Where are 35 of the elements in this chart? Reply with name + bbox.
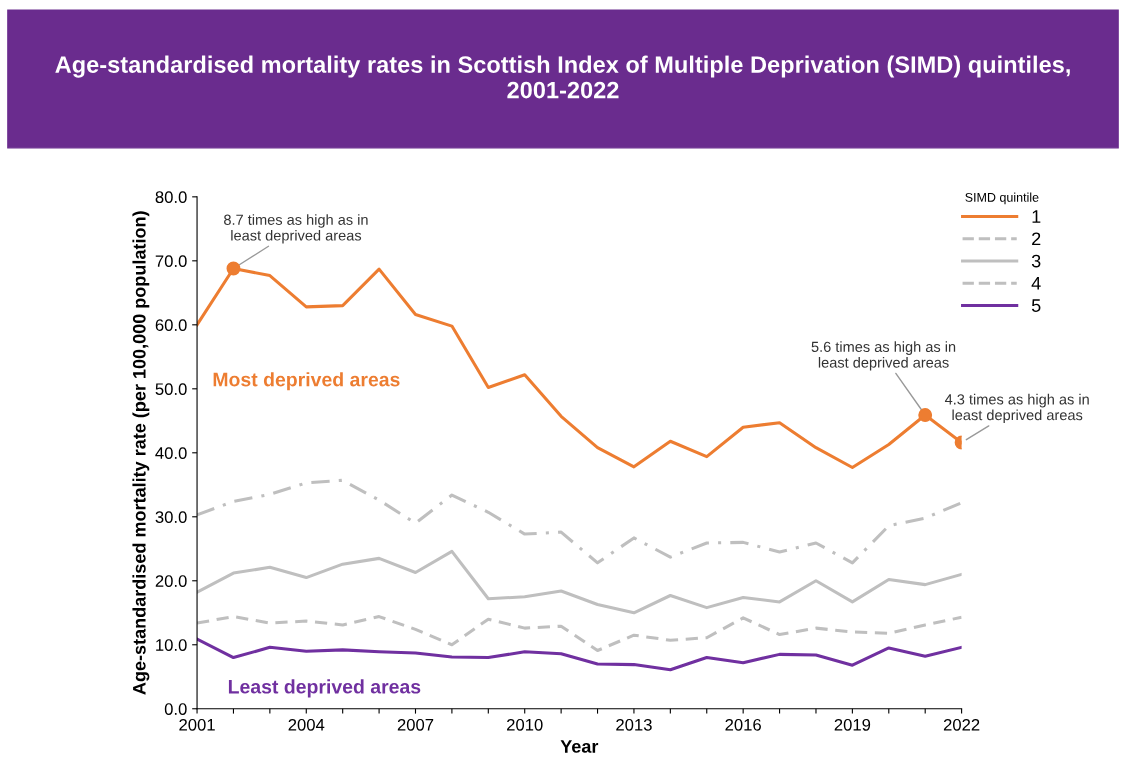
x-tick-label: 2016 bbox=[725, 718, 761, 731]
y-tick-label: 20.0 bbox=[155, 575, 187, 587]
annotation: Least deprived areas bbox=[228, 679, 421, 698]
legend-label: 2 bbox=[1032, 232, 1041, 246]
annotation: Most deprived areas bbox=[213, 372, 400, 391]
y-tick-label: 60.0 bbox=[155, 319, 187, 332]
y-tick-label: 50.0 bbox=[155, 383, 187, 396]
line-series bbox=[197, 478, 962, 565]
x-tick-label: 2022 bbox=[943, 718, 980, 731]
line-series bbox=[197, 615, 962, 653]
x-tick-label: 2013 bbox=[616, 718, 652, 731]
annotation: 4.3 times as high as in least deprived areas bbox=[944, 393, 1089, 424]
x-tick-label: 2019 bbox=[834, 718, 871, 731]
annotation: 5.6 times as high as in least deprived areas bbox=[811, 341, 956, 371]
y-tick-label: 10.0 bbox=[156, 639, 187, 651]
line-series bbox=[197, 549, 962, 615]
legend-label: 3 bbox=[1031, 254, 1041, 268]
x-tick-label: 2010 bbox=[507, 718, 543, 731]
line-series bbox=[197, 637, 962, 672]
legend-label: 1 bbox=[1032, 210, 1041, 223]
legend-label: 4 bbox=[1031, 277, 1041, 290]
x-tick-label: 2001 bbox=[179, 718, 215, 731]
y-tick-label: 40.0 bbox=[155, 447, 187, 459]
x-tick-label: 2007 bbox=[397, 718, 434, 731]
y-tick-label: 80.0 bbox=[155, 191, 187, 204]
annotation: 8.7 times as high as in least deprived areas bbox=[224, 214, 368, 244]
legend-label: 5 bbox=[1031, 299, 1041, 312]
legend-title: SIMD quintile bbox=[965, 192, 1039, 205]
y-tick-label: 70.0 bbox=[155, 255, 187, 268]
x-axis-title: Year bbox=[560, 740, 599, 753]
y-tick-label: 0.0 bbox=[164, 703, 187, 715]
y-tick-label: 30.0 bbox=[155, 511, 187, 523]
x-tick-label: 2004 bbox=[288, 718, 325, 731]
y-axis-title: Age-standardised mortality rate (per 100,000 population) bbox=[132, 211, 150, 695]
chart-title: Age-standardised mortality rates in Scottish Index of Multiple Deprivation (SIMD) quintiles, 2001-2022 bbox=[55, 55, 1070, 99]
